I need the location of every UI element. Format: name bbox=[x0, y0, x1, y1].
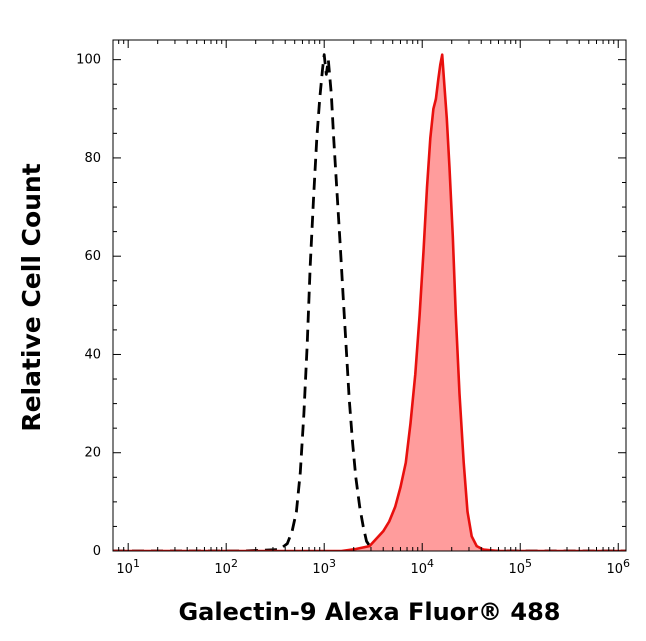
x-axis-title: Galectin-9 Alexa Fluor® 488 bbox=[178, 598, 560, 626]
series-1-area bbox=[113, 54, 626, 551]
x-tick-label: 105 bbox=[508, 557, 532, 577]
y-tick-label: 100 bbox=[76, 53, 101, 68]
x-tick-label: 106 bbox=[606, 557, 630, 577]
series-0-line bbox=[113, 53, 626, 551]
x-tick-label: 102 bbox=[214, 557, 238, 577]
y-tick-label: 80 bbox=[84, 151, 101, 166]
y-tick-label: 60 bbox=[84, 249, 101, 264]
x-axis: 101 102 103 104 105 106 bbox=[112, 40, 630, 577]
plot-frame bbox=[112, 39, 627, 552]
y-tick-label: 0 bbox=[93, 544, 101, 559]
y-tick-label: 40 bbox=[84, 347, 101, 362]
y-tick-label: 20 bbox=[84, 446, 101, 461]
y-axis: 0 20 40 60 80 100 bbox=[76, 53, 626, 559]
x-tick-label: 101 bbox=[116, 557, 140, 577]
plot-area bbox=[113, 53, 626, 551]
x-tick-label: 103 bbox=[312, 557, 336, 577]
x-tick-label: 104 bbox=[410, 557, 434, 577]
y-axis-title: Relative Cell Count bbox=[17, 163, 46, 431]
series-1-line bbox=[113, 53, 626, 551]
